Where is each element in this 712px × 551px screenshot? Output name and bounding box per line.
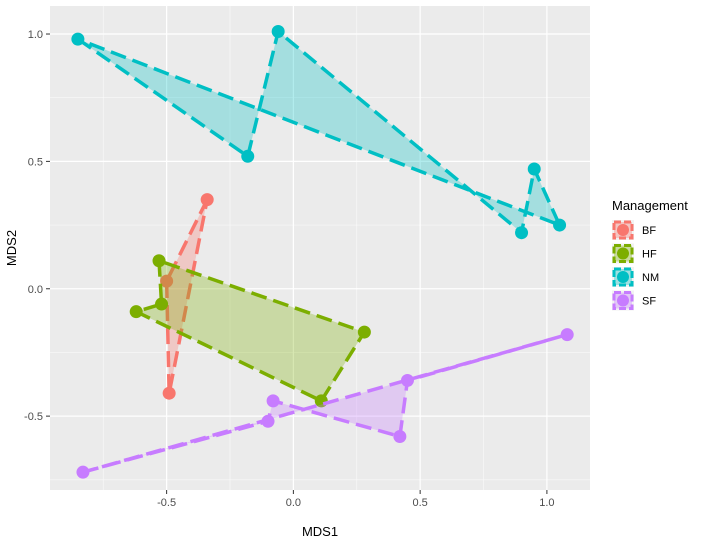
data-point <box>271 24 285 38</box>
legend: Management BF HF NM SF <box>612 198 688 311</box>
y-tick-label: 0.0 <box>28 284 43 296</box>
series-sf <box>76 328 574 479</box>
legend-point <box>617 224 629 236</box>
y-axis: -0.5 0.0 0.5 1.0 <box>24 29 50 423</box>
data-point <box>71 32 85 46</box>
legend-item-nm: NM <box>612 267 659 287</box>
series-bf <box>160 193 214 400</box>
data-point <box>155 297 169 311</box>
legend-title: Management <box>612 198 688 213</box>
x-tick-label: 0.0 <box>286 497 301 509</box>
data-point <box>527 162 541 176</box>
y-axis-label: MDS2 <box>4 230 19 266</box>
series-hull <box>134 258 367 403</box>
data-point <box>160 274 174 288</box>
series-hull <box>164 197 209 395</box>
data-point <box>357 325 371 339</box>
series-nm <box>71 24 567 240</box>
data-point <box>393 430 407 444</box>
series-hf <box>129 254 371 408</box>
panel-background <box>50 6 590 490</box>
y-tick-label: -0.5 <box>24 411 43 423</box>
legend-label: HF <box>642 249 657 261</box>
data-point <box>266 394 280 408</box>
y-tick-label: 1.0 <box>28 29 43 41</box>
data-point <box>76 465 90 479</box>
data-point <box>400 373 414 387</box>
x-tick-label: 0.5 <box>412 497 427 509</box>
x-tick-label: -0.5 <box>157 497 176 509</box>
legend-label: BF <box>642 225 656 237</box>
data-point <box>553 218 567 232</box>
data-point <box>261 414 275 428</box>
x-tick-label: 1.0 <box>539 497 554 509</box>
legend-point <box>617 294 629 307</box>
legend-item-hf: HF <box>612 243 657 264</box>
legend-item-bf: BF <box>612 220 656 240</box>
data-point <box>162 386 176 400</box>
legend-item-sf: SF <box>612 290 656 311</box>
y-tick-label: 0.5 <box>28 156 43 168</box>
data-point <box>129 305 143 319</box>
series-layer <box>71 24 574 479</box>
data-point <box>241 149 255 163</box>
legend-point <box>617 271 629 283</box>
legend-label: NM <box>642 272 659 284</box>
data-point <box>152 254 166 268</box>
x-axis: -0.5 0.0 0.5 1.0 <box>157 490 555 509</box>
data-point <box>515 226 529 240</box>
legend-label: SF <box>642 296 656 308</box>
x-axis-label: MDS1 <box>302 524 338 539</box>
data-point <box>200 193 214 207</box>
data-point <box>560 328 574 342</box>
grid-lines <box>50 6 590 490</box>
legend-point <box>617 247 629 260</box>
